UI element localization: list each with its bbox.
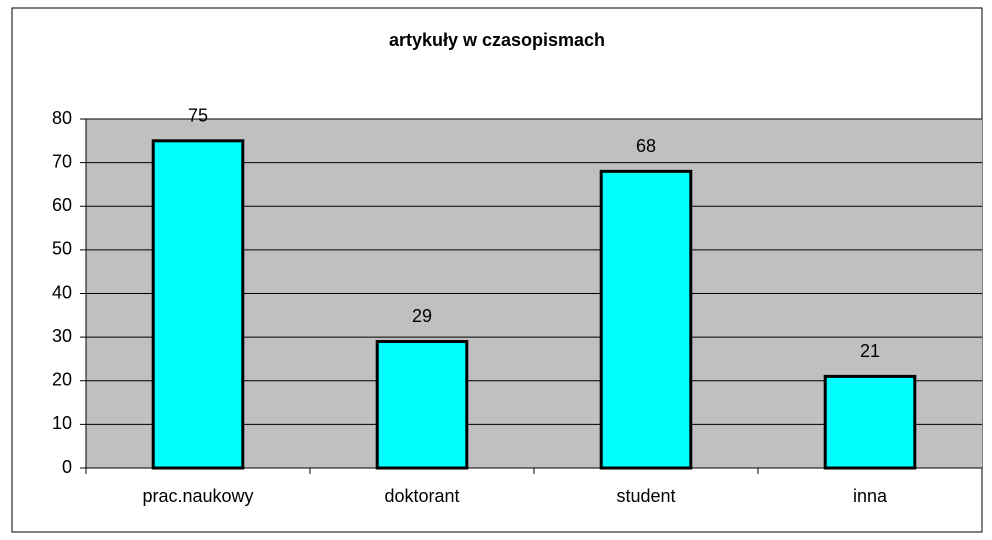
chart-title: artykuły w czasopismach bbox=[389, 30, 605, 50]
x-tick-label: doktorant bbox=[384, 486, 459, 506]
y-tick-label: 60 bbox=[52, 195, 72, 215]
y-tick-label: 20 bbox=[52, 370, 72, 390]
x-tick-label: student bbox=[616, 486, 675, 506]
bar bbox=[375, 339, 469, 470]
x-tick-label: prac.naukowy bbox=[142, 486, 253, 506]
y-tick-label: 80 bbox=[52, 108, 72, 128]
x-tick-label: inna bbox=[853, 486, 888, 506]
value-label: 29 bbox=[412, 306, 432, 326]
y-tick-label: 50 bbox=[52, 239, 72, 259]
bar bbox=[823, 374, 917, 470]
bar bbox=[599, 169, 693, 470]
value-label: 21 bbox=[860, 341, 880, 361]
y-tick-label: 10 bbox=[52, 413, 72, 433]
y-tick-label: 40 bbox=[52, 282, 72, 302]
y-tick-label: 30 bbox=[52, 326, 72, 346]
y-tick-label: 0 bbox=[62, 457, 72, 477]
value-label: 75 bbox=[188, 106, 208, 126]
bar bbox=[151, 139, 245, 470]
y-tick-label: 70 bbox=[52, 151, 72, 171]
value-label: 68 bbox=[636, 136, 656, 156]
